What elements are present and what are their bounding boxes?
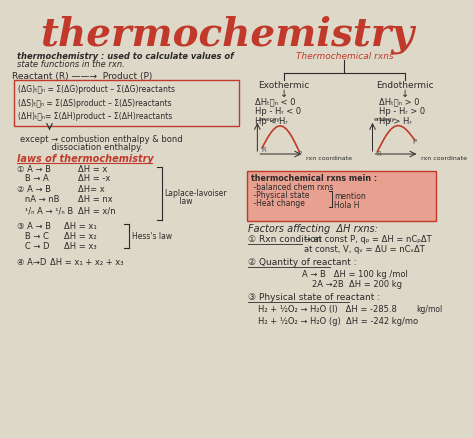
Text: ↓: ↓: [280, 89, 288, 99]
Text: ③ A → B: ③ A → B: [17, 222, 51, 231]
Text: nA → nB: nA → nB: [17, 195, 59, 204]
Text: laws of thermochemistry: laws of thermochemistry: [17, 154, 154, 164]
Text: -Heat change: -Heat change: [251, 199, 305, 208]
Text: thermochemical rxns mein :: thermochemical rxns mein :: [251, 174, 377, 183]
Text: Endothermic: Endothermic: [377, 81, 434, 90]
Text: rxn coordinate: rxn coordinate: [306, 156, 352, 161]
Text: law: law: [165, 197, 192, 206]
Text: R: R: [376, 151, 381, 157]
Text: except → combustion enthalpy & bond: except → combustion enthalpy & bond: [19, 135, 182, 144]
Text: ΔHₜ₞ₙ > 0: ΔHₜ₞ₙ > 0: [379, 97, 420, 106]
Text: mention: mention: [334, 192, 366, 201]
Text: dissociation enthalpy.: dissociation enthalpy.: [19, 143, 142, 152]
Text: -Physical state: -Physical state: [251, 191, 309, 200]
Text: ΔH = nx: ΔH = nx: [78, 195, 113, 204]
Text: ③ Physical state of reactant :: ③ Physical state of reactant :: [248, 293, 380, 302]
Text: Hess's law: Hess's law: [132, 232, 172, 241]
Text: Hp < Hᵣ: Hp < Hᵣ: [255, 117, 288, 126]
Text: ΔH = x₂: ΔH = x₂: [63, 232, 96, 241]
Text: R: R: [261, 147, 266, 153]
Text: ΔH = -x: ΔH = -x: [78, 174, 110, 183]
Text: A → B   ΔH = 100 kg /mol: A → B ΔH = 100 kg /mol: [302, 270, 408, 279]
Text: ΔH= x: ΔH= x: [78, 185, 105, 194]
Text: energy: energy: [258, 117, 280, 122]
Text: ΔH = x₃: ΔH = x₃: [63, 242, 96, 251]
Text: ¹/ₙ A → ¹/ₙ B: ¹/ₙ A → ¹/ₙ B: [17, 207, 73, 216]
FancyBboxPatch shape: [247, 171, 436, 221]
Text: Factors affecting  ΔH rxns:: Factors affecting ΔH rxns:: [248, 224, 378, 234]
Text: state functions in the rxn.: state functions in the rxn.: [17, 60, 124, 69]
Text: ΔHₜ₞ₙ < 0: ΔHₜ₞ₙ < 0: [255, 97, 296, 106]
Text: Hola H: Hola H: [334, 201, 359, 210]
Text: Hp > Hᵣ: Hp > Hᵣ: [379, 117, 412, 126]
Text: ② A → B: ② A → B: [17, 185, 51, 194]
Text: (ΔG)ₜ₞ₙ = Σ(ΔG)product – Σ(ΔG)reactants: (ΔG)ₜ₞ₙ = Σ(ΔG)product – Σ(ΔG)reactants: [18, 85, 175, 94]
Text: H₂ + ½O₂ → H₂O (l)   ΔH = -285.8: H₂ + ½O₂ → H₂O (l) ΔH = -285.8: [258, 305, 397, 314]
Text: ① Rxn condition: ① Rxn condition: [248, 235, 321, 244]
Text: Thermochemical rxns: Thermochemical rxns: [296, 52, 394, 61]
Text: ΔH = x/n: ΔH = x/n: [78, 207, 115, 216]
Text: ↓: ↓: [401, 89, 409, 99]
Text: ΔH = x: ΔH = x: [78, 165, 107, 174]
Text: (ΔH)ₜ₞ₙ= Σ(ΔH)product – Σ(ΔH)reactants: (ΔH)ₜ₞ₙ= Σ(ΔH)product – Σ(ΔH)reactants: [18, 112, 172, 121]
Text: rxn coordinate: rxn coordinate: [421, 156, 467, 161]
Text: P: P: [298, 151, 302, 157]
Text: Hp - Hᵣ > 0: Hp - Hᵣ > 0: [379, 107, 425, 116]
Text: Reactant (R) ——→  Product (P): Reactant (R) ——→ Product (P): [12, 72, 152, 81]
Text: Exothermic: Exothermic: [258, 81, 309, 90]
Text: (ΔS)ₜ₞ₙ = Σ(ΔS)product – Σ(ΔS)reactants: (ΔS)ₜ₞ₙ = Σ(ΔS)product – Σ(ΔS)reactants: [18, 99, 171, 107]
Text: C → D: C → D: [17, 242, 49, 251]
Text: ② Quantity of reactant :: ② Quantity of reactant :: [248, 258, 357, 267]
Text: → at const P, qₚ = ΔH = nCₚΔT: → at const P, qₚ = ΔH = nCₚΔT: [304, 235, 432, 244]
Text: kg/mol: kg/mol: [417, 305, 443, 314]
Text: ΔH = x₁ + x₂ + x₃: ΔH = x₁ + x₂ + x₃: [50, 258, 123, 267]
Text: H₂ + ½O₂ → H₂O (g)  ΔH = -242 kg/mo: H₂ + ½O₂ → H₂O (g) ΔH = -242 kg/mo: [258, 317, 419, 326]
Text: -balanced chem rxns: -balanced chem rxns: [251, 183, 333, 192]
Text: ΔH = x₁: ΔH = x₁: [63, 222, 96, 231]
Text: Hp - Hᵣ < 0: Hp - Hᵣ < 0: [255, 107, 302, 116]
Text: at const, V, qᵥ = ΔU = nCᵥΔT: at const, V, qᵥ = ΔU = nCᵥΔT: [304, 245, 425, 254]
Text: energy: energy: [374, 117, 395, 122]
Text: ① A → B: ① A → B: [17, 165, 51, 174]
Text: ④ A→D: ④ A→D: [17, 258, 46, 267]
Text: 2A →2B  ΔH = 200 kg: 2A →2B ΔH = 200 kg: [312, 280, 402, 289]
Text: B → A: B → A: [17, 174, 49, 183]
Text: B → C: B → C: [17, 232, 49, 241]
Text: Laplace-lavoiser: Laplace-lavoiser: [165, 189, 228, 198]
Text: thermochemistry : used to calculate values of: thermochemistry : used to calculate valu…: [17, 52, 234, 61]
Text: thermochemistry: thermochemistry: [40, 16, 414, 54]
Text: P: P: [413, 139, 417, 145]
